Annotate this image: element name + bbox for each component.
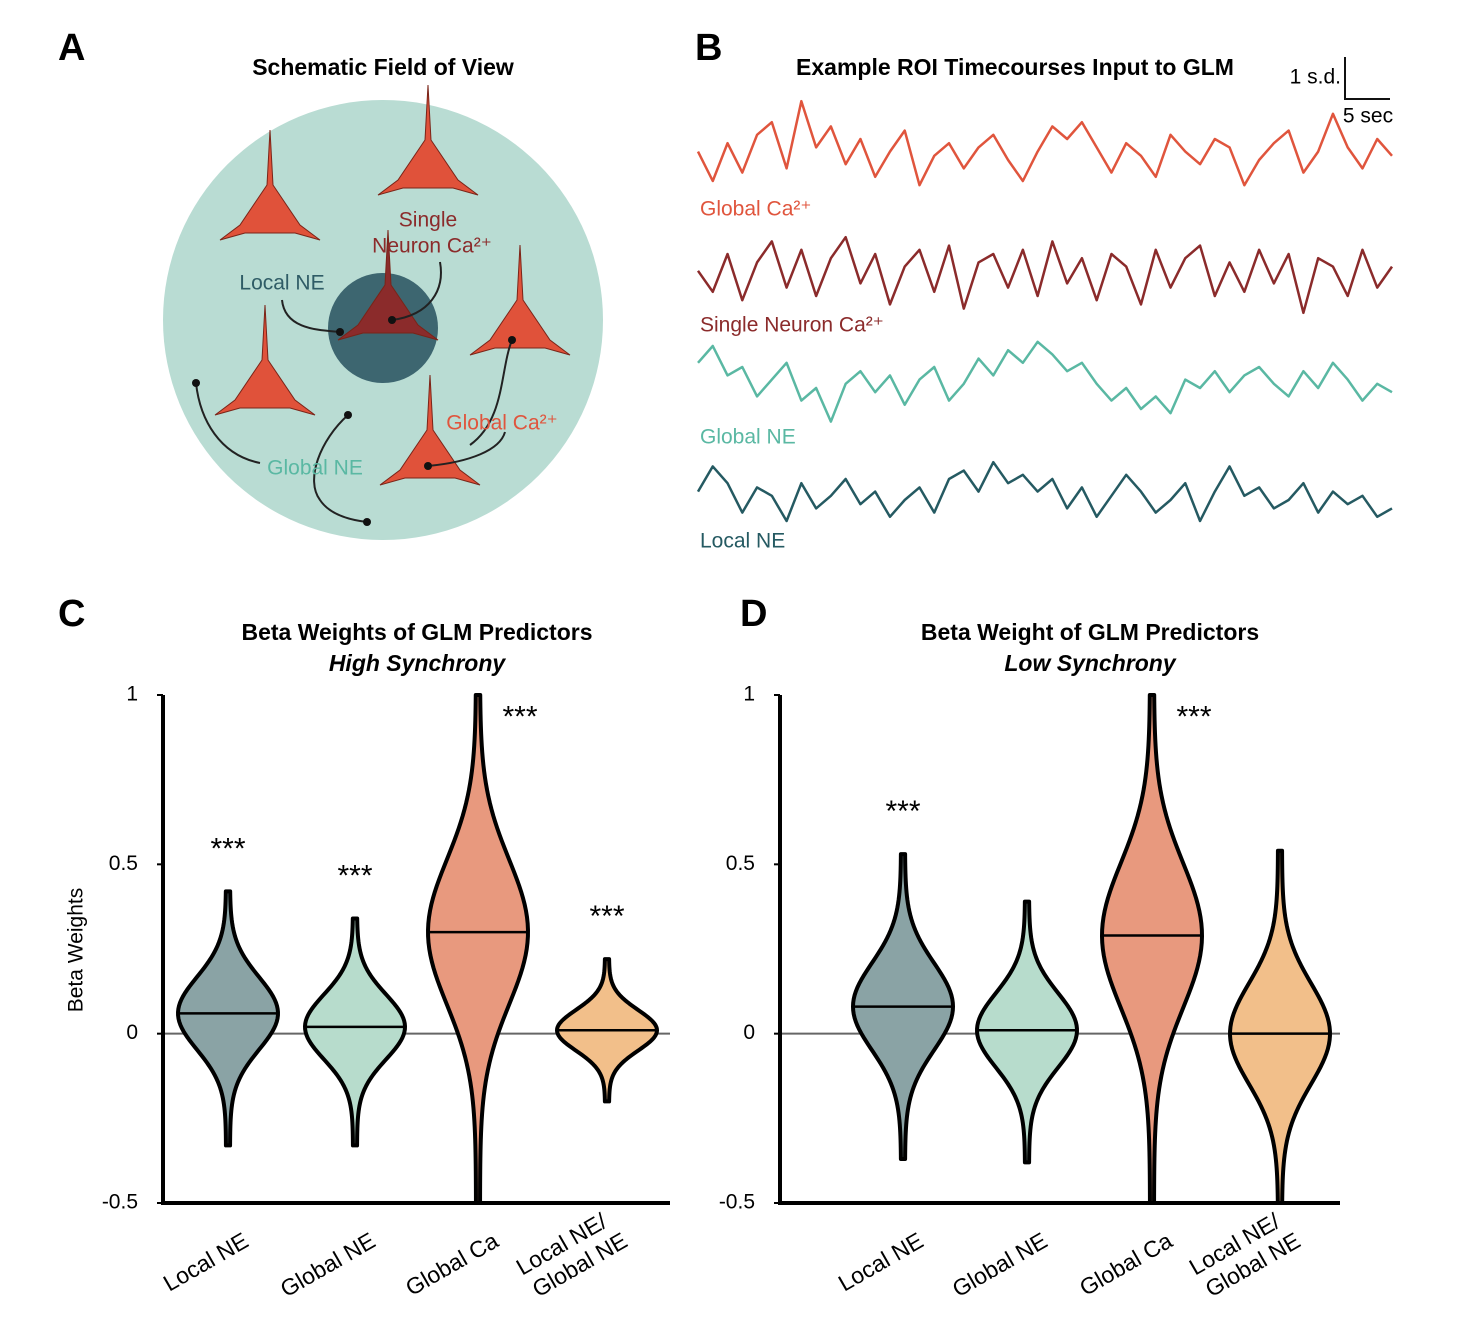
- y-tick-label: 0.5: [726, 852, 755, 875]
- label-single: Neuron Ca²⁺: [372, 235, 492, 258]
- panel-letter: D: [740, 593, 767, 635]
- violin: [1100, 693, 1204, 1205]
- chart-title: Example ROI Timecourses Input to GLM: [796, 54, 1234, 80]
- chart-title: Beta Weight of GLM Predictors: [921, 619, 1259, 645]
- scale-x-label: 5 sec: [1343, 105, 1393, 128]
- significance: ***: [337, 859, 372, 892]
- neuron: [337, 229, 439, 341]
- label-local-ne: Local NE: [239, 272, 324, 295]
- trace-label: Global NE: [700, 426, 796, 449]
- neuron: [469, 244, 571, 356]
- significance: ***: [210, 832, 245, 865]
- x-tick-label: Local NE/Global NE: [1185, 1208, 1305, 1303]
- trace-label: Global Ca²⁺: [700, 198, 811, 221]
- y-axis-label: Beta Weights: [65, 888, 88, 1013]
- violin: [975, 899, 1079, 1165]
- x-tick-label: Global Ca: [401, 1227, 503, 1301]
- trace: [696, 99, 1393, 187]
- x-tick-label-line: Global Ca: [1075, 1227, 1177, 1301]
- diagram-title: Schematic Field of View: [252, 54, 514, 80]
- trace-label: Local NE: [700, 530, 785, 553]
- neuron: [377, 84, 479, 196]
- y-tick-label: 1: [126, 683, 138, 706]
- y-tick-label: 0: [743, 1021, 755, 1044]
- significance: ***: [589, 900, 624, 933]
- chart-subtitle: Low Synchrony: [1004, 650, 1176, 676]
- scale-bar: [1344, 57, 1390, 100]
- chart-title: Beta Weights of GLM Predictors: [241, 619, 592, 645]
- y-tick-label: 0.5: [109, 852, 138, 875]
- significance: ***: [885, 795, 920, 828]
- violin: [303, 916, 407, 1148]
- y-tick-label: 1: [743, 683, 755, 706]
- x-tick-label: Local NE: [159, 1227, 253, 1296]
- violin: [1228, 848, 1332, 1205]
- x-tick-label: Local NE: [834, 1227, 928, 1296]
- axes: [778, 695, 1340, 1205]
- y-tick-label: 0: [126, 1021, 138, 1044]
- x-tick-label: Local NE/Global NE: [512, 1208, 632, 1303]
- significance: ***: [502, 701, 537, 734]
- panel-letter: A: [58, 27, 85, 69]
- leader-lines: [195, 261, 513, 523]
- violin: [426, 693, 530, 1205]
- x-tick-label: Global NE: [276, 1227, 380, 1302]
- panel-letter: B: [695, 27, 722, 69]
- trace-label: Single Neuron Ca²⁺: [700, 314, 884, 337]
- chart-subtitle: High Synchrony: [329, 650, 507, 676]
- label-global-ca: Global Ca²⁺: [446, 412, 557, 435]
- label-global-ne: Global NE: [267, 457, 363, 480]
- neurons: [214, 84, 571, 486]
- x-tick-label-line: Global Ca: [401, 1227, 503, 1301]
- leader-dots: [192, 316, 516, 526]
- neuron: [379, 374, 481, 486]
- significance: ***: [1176, 701, 1211, 734]
- neuron: [214, 304, 316, 416]
- panel-letter: C: [58, 593, 85, 635]
- label-single: Single: [399, 209, 457, 232]
- trace: [696, 460, 1393, 523]
- x-tick-label-line: Global NE: [948, 1227, 1052, 1302]
- y-tick-label: -0.5: [102, 1191, 138, 1214]
- x-tick-label-line: Local NE: [834, 1227, 928, 1296]
- x-tick-label-line: Local NE: [159, 1227, 253, 1296]
- trace: [696, 235, 1394, 315]
- x-tick-label: Global Ca: [1075, 1227, 1177, 1301]
- x-tick-label: Global NE: [948, 1227, 1052, 1302]
- axes: [161, 695, 670, 1205]
- neuron: [219, 129, 321, 241]
- violin: [176, 889, 280, 1148]
- x-tick-label-line: Global NE: [276, 1227, 380, 1302]
- y-tick-label: -0.5: [719, 1191, 755, 1214]
- trace: [697, 340, 1393, 423]
- scale-y-label: 1 s.d.: [1290, 66, 1341, 89]
